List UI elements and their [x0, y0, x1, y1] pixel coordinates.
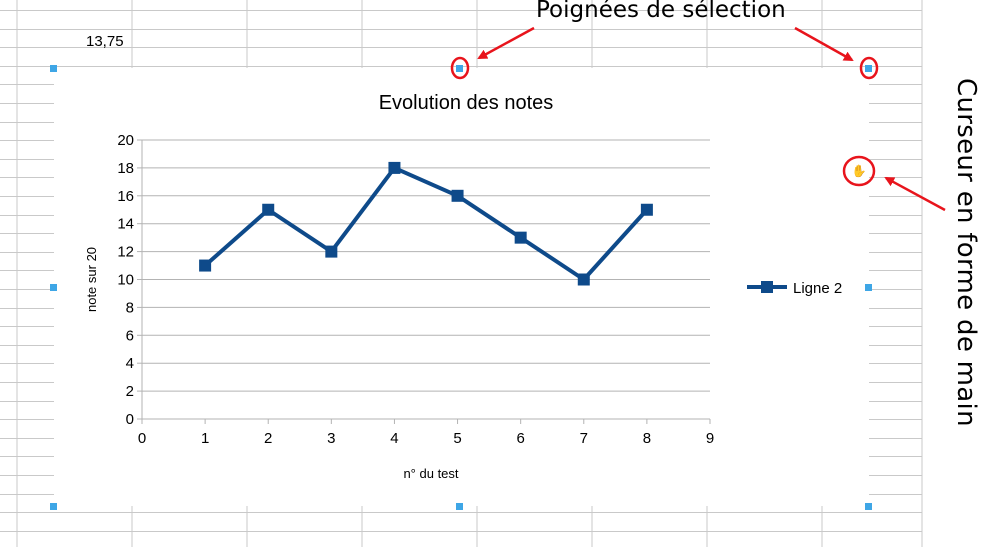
data-point-marker [388, 161, 401, 174]
y-tick-label: 20 [117, 132, 134, 149]
selection-handle-top-left[interactable] [50, 65, 57, 72]
x-tick-label: 3 [327, 430, 335, 447]
y-axis-label: note sur 20 [84, 247, 99, 312]
y-tick-label: 8 [126, 299, 134, 316]
x-tick-label: 5 [453, 430, 461, 447]
cell-value[interactable]: 13,75 [86, 33, 124, 50]
x-tick-label: 4 [390, 430, 398, 447]
y-tick-label: 4 [126, 355, 134, 372]
selection-handle-middle-left[interactable] [50, 284, 57, 291]
y-tick-label: 2 [126, 383, 134, 400]
x-tick-label: 0 [138, 430, 146, 447]
x-tick-label: 1 [201, 430, 209, 447]
chart-object[interactable]: Evolution des notes 0 2 4 6 8 10 12 14 16 18 20 0 1 2 3… [54, 68, 869, 506]
y-tick-label: 10 [117, 272, 134, 289]
x-tick-label: 8 [643, 430, 651, 447]
y-tick-label: 18 [117, 160, 134, 177]
y-tick-label: 6 [126, 327, 134, 344]
selection-handle-top-center[interactable] [456, 65, 463, 72]
series-line [203, 165, 649, 282]
y-tick-label: 14 [117, 216, 134, 233]
y-tick-label: 0 [126, 411, 134, 428]
selection-handle-top-right[interactable] [865, 65, 872, 72]
data-point-marker [514, 231, 527, 244]
legend-marker [761, 281, 773, 293]
y-tick-label: 16 [117, 188, 134, 205]
selection-handle-bottom-right[interactable] [865, 503, 872, 510]
hand-cursor-icon: ✋ [851, 164, 867, 178]
data-point-marker [451, 189, 464, 202]
data-point-marker [640, 203, 653, 216]
x-tick-label: 7 [580, 430, 588, 447]
chart-title: Evolution des notes [379, 92, 554, 114]
x-tick-label: 2 [264, 430, 272, 447]
selection-handle-middle-right[interactable] [865, 284, 872, 291]
y-tick-label: 12 [117, 244, 134, 261]
data-point-marker [199, 259, 212, 272]
cursor-annotation-label: Curseur en forme de main [951, 78, 981, 427]
data-point-marker [577, 273, 590, 286]
selection-handle-bottom-center[interactable] [456, 503, 463, 510]
x-axis-label: n° du test [403, 466, 458, 481]
data-point-marker [262, 203, 275, 216]
handles-annotation-label: Poignées de sélection [536, 0, 786, 23]
data-point-marker [325, 245, 338, 258]
x-tick-label: 6 [516, 430, 524, 447]
x-tick-label: 9 [706, 430, 714, 447]
selection-handle-bottom-left[interactable] [50, 503, 57, 510]
legend-label: Ligne 2 [793, 280, 842, 297]
